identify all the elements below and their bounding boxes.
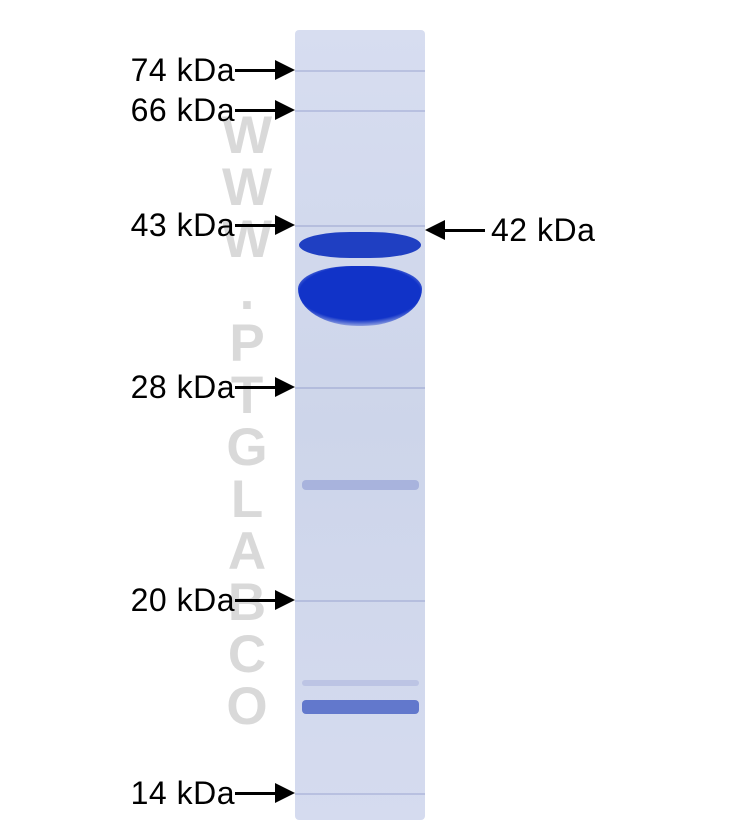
ladder-marker: 74 kDa <box>131 52 295 88</box>
watermark-char: . <box>240 266 255 318</box>
ladder-marker-label: 74 kDa <box>131 52 235 89</box>
arrow-right-icon <box>235 783 295 803</box>
watermark-char: G <box>226 422 267 474</box>
ladder-marker: 43 kDa <box>131 207 295 243</box>
ladder-marker: 14 kDa <box>131 775 295 811</box>
watermark-char: A <box>228 526 266 578</box>
band-low <box>302 700 419 714</box>
ladder-marker-label: 43 kDa <box>131 207 235 244</box>
arrow-right-icon <box>235 377 295 397</box>
ladder-tint-line <box>295 110 425 112</box>
ladder-tint-line <box>295 793 425 795</box>
gel-lane <box>295 30 425 820</box>
watermark-char: C <box>228 629 266 681</box>
ladder-marker-label: 66 kDa <box>131 92 235 129</box>
band-low-faint-1 <box>302 680 419 686</box>
watermark: WWW.PTGLABCO <box>222 110 272 733</box>
result-marker: 42 kDa <box>425 212 595 248</box>
ladder-tint-line <box>295 600 425 602</box>
ladder-tint-line <box>295 387 425 389</box>
arrow-left-icon <box>425 220 485 240</box>
ladder-tint-line <box>295 225 425 227</box>
band-42kDa-lower <box>298 266 423 326</box>
ladder-tint-line <box>295 70 425 72</box>
ladder-marker: 28 kDa <box>131 369 295 405</box>
band-mid-faint <box>302 480 419 490</box>
band-42kDa-upper <box>299 232 421 258</box>
result-marker-label: 42 kDa <box>491 212 595 249</box>
arrow-right-icon <box>235 100 295 120</box>
ladder-marker-label: 20 kDa <box>131 582 235 619</box>
ladder-marker-label: 14 kDa <box>131 775 235 812</box>
watermark-char: L <box>231 474 263 526</box>
arrow-right-icon <box>235 215 295 235</box>
arrow-right-icon <box>235 590 295 610</box>
watermark-char: O <box>226 681 267 733</box>
ladder-marker: 66 kDa <box>131 92 295 128</box>
ladder-marker-label: 28 kDa <box>131 369 235 406</box>
arrow-right-icon <box>235 60 295 80</box>
watermark-char: P <box>229 318 264 370</box>
ladder-marker: 20 kDa <box>131 582 295 618</box>
gel-figure: WWW.PTGLABCO 74 kDa66 kDa 43 kDa 28 kDa 20 … <box>0 0 740 839</box>
